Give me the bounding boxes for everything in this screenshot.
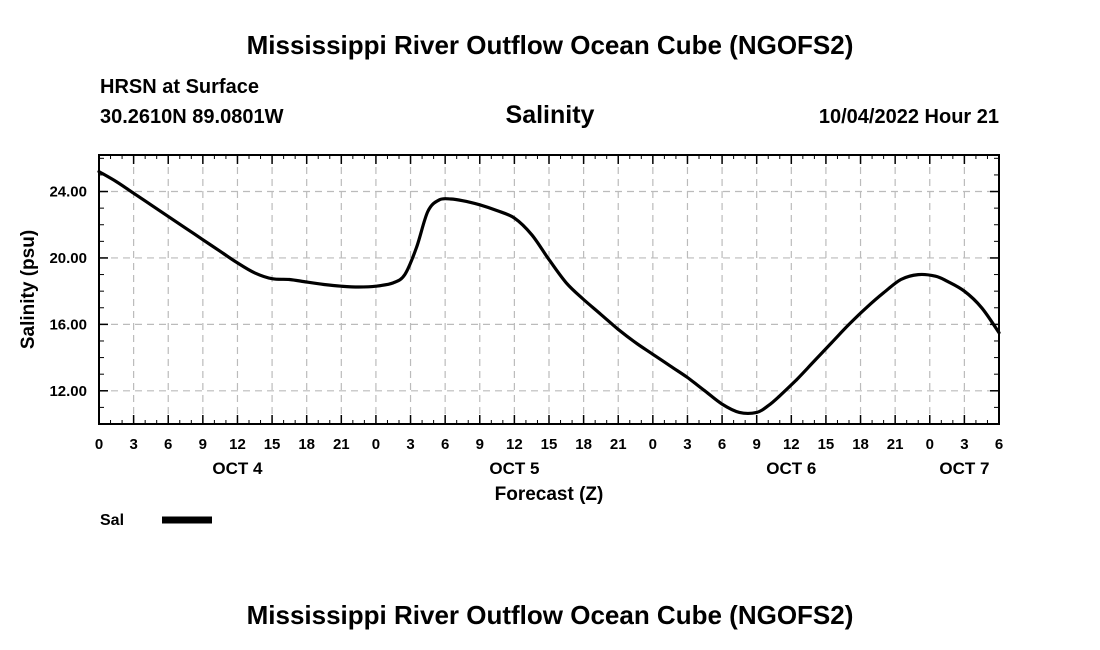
x-tick-label: 12 bbox=[783, 436, 800, 453]
y-tick-label: 24.00 bbox=[49, 184, 87, 201]
x-tick-label: 21 bbox=[610, 436, 627, 453]
footer-title: Mississippi River Outflow Ocean Cube (NG… bbox=[246, 600, 854, 630]
x-axis-label: Forecast (Z) bbox=[495, 484, 604, 505]
chart-subtitle: Salinity bbox=[505, 101, 595, 129]
x-tick-label: 6 bbox=[995, 436, 1003, 453]
ticks bbox=[98, 155, 1000, 425]
x-tick-label: 18 bbox=[575, 436, 592, 453]
day-label: OCT 7 bbox=[939, 459, 989, 478]
grid-lines bbox=[99, 155, 999, 424]
x-tick-label: 18 bbox=[298, 436, 315, 453]
y-tick-label: 12.00 bbox=[49, 383, 87, 400]
tick-labels: 0 3 6 9 12 15 18 21 0 3 6 9 12 15 18 21 0 3 6 9 12 15 18 21 0 3 6 1… bbox=[49, 184, 1003, 478]
coordinates-label: 30.2610N 89.0801W bbox=[100, 106, 284, 128]
x-tick-label: 12 bbox=[229, 436, 246, 453]
x-tick-label: 21 bbox=[887, 436, 904, 453]
x-tick-label: 6 bbox=[718, 436, 726, 453]
x-tick-label: 18 bbox=[852, 436, 869, 453]
y-tick-label: 16.00 bbox=[49, 316, 87, 333]
x-tick-label: 9 bbox=[753, 436, 761, 453]
y-axis-label: Salinity (psu) bbox=[18, 230, 39, 349]
series-layer bbox=[97, 170, 1001, 415]
x-tick-label: 0 bbox=[649, 436, 657, 453]
x-tick-label: 3 bbox=[960, 436, 968, 453]
x-tick-label: 12 bbox=[506, 436, 523, 453]
salinity-series-line bbox=[97, 170, 1001, 415]
x-tick-label: 15 bbox=[264, 436, 281, 453]
day-label: OCT 5 bbox=[489, 459, 539, 478]
x-tick-label: 3 bbox=[129, 436, 137, 453]
x-tick-label: 3 bbox=[406, 436, 414, 453]
x-tick-label: 6 bbox=[441, 436, 449, 453]
station-label: HRSN at Surface bbox=[100, 76, 259, 98]
x-tick-label: 15 bbox=[818, 436, 835, 453]
x-tick-label: 3 bbox=[683, 436, 691, 453]
y-tick-label: 20.00 bbox=[49, 250, 87, 267]
x-tick-label: 0 bbox=[372, 436, 380, 453]
legend-label: Sal bbox=[100, 512, 124, 529]
x-tick-label: 0 bbox=[95, 436, 103, 453]
x-tick-label: 15 bbox=[541, 436, 558, 453]
x-tick-label: 9 bbox=[199, 436, 207, 453]
x-tick-label: 0 bbox=[926, 436, 934, 453]
chart-main-title: Mississippi River Outflow Ocean Cube (NG… bbox=[246, 30, 854, 60]
x-tick-label: 9 bbox=[476, 436, 484, 453]
x-tick-label: 21 bbox=[333, 436, 350, 453]
day-label: OCT 6 bbox=[766, 459, 816, 478]
day-label: OCT 4 bbox=[212, 459, 263, 478]
forecast-datetime: 10/04/2022 Hour 21 bbox=[818, 106, 999, 128]
x-tick-label: 6 bbox=[164, 436, 172, 453]
